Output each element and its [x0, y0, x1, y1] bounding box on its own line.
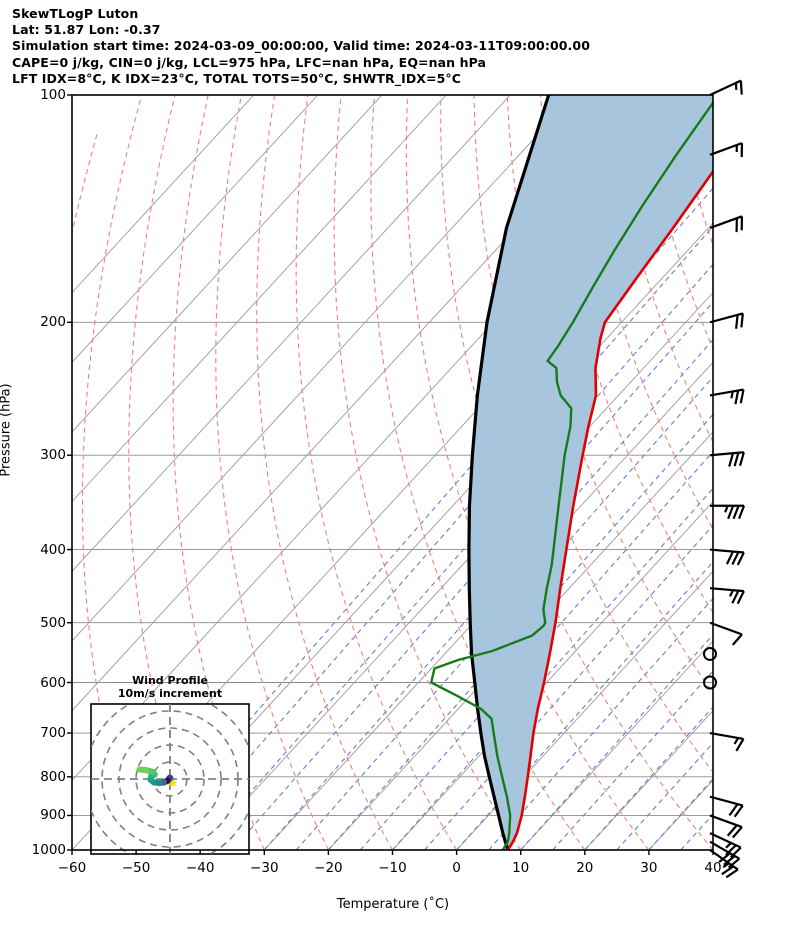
plot-frame: [71, 94, 714, 851]
axis-tick-marks: [67, 94, 714, 855]
y-tick-1000: 1000: [31, 842, 66, 858]
cape-shading-region: [468, 95, 713, 850]
x-tick--10: −10: [378, 860, 407, 876]
x-tick-20: 20: [576, 860, 594, 876]
wind-profile-title-line1: Wind Profile: [132, 674, 208, 687]
dewpoint-profile-line: [430, 100, 713, 850]
header-line-indices: LFT IDX=8°C, K IDX=23°C, TOTAL TOTS=50°C…: [12, 70, 462, 86]
y-tick-900: 900: [40, 807, 66, 824]
x-tick--50: −50: [121, 860, 151, 876]
y-tick-500: 500: [40, 614, 66, 631]
header-line-times: Simulation start time: 2024-03-09_00:00:…: [12, 38, 590, 54]
figure-header: SkewTLogP Luton Lat: 51.87 Lon: -0.37 Si…: [12, 6, 782, 87]
y-tick-200: 200: [40, 314, 66, 331]
y-tick-800: 800: [40, 768, 66, 785]
y-tick-100: 100: [40, 87, 66, 103]
y-tick-700: 700: [40, 725, 66, 742]
x-tick--60: −60: [57, 860, 87, 876]
wind-barb-column: [703, 79, 746, 879]
header-line-cape: CAPE=0 j/kg, CIN=0 j/kg, LCL=975 hPa, LF…: [12, 54, 487, 70]
temperature-profile-line: [506, 169, 713, 850]
wind-profile-title: Wind Profile 10m/s increment: [118, 674, 222, 700]
x-tick--40: −40: [185, 860, 215, 876]
wind-profile-title-line2: 10m/s increment: [117, 687, 223, 700]
wind-profile-inset: [90, 703, 250, 855]
x-axis-label: Temperature (˚C): [336, 897, 450, 912]
y-tick-600: 600: [40, 674, 66, 691]
header-line-location: Lat: 51.87 Lon: -0.37: [12, 22, 161, 38]
header-line-title: SkewTLogP Luton: [12, 6, 139, 21]
x-tick--20: −20: [314, 860, 343, 876]
x-tick-40: 40: [704, 860, 722, 876]
y-tick-300: 300: [40, 447, 66, 464]
y-tick-400: 400: [40, 541, 66, 558]
x-tick--30: −30: [250, 860, 279, 876]
x-tick-0: 0: [452, 860, 461, 876]
x-tick-10: 10: [512, 860, 530, 876]
x-tick-30: 30: [640, 860, 658, 876]
parcel-profile-line: [467, 95, 551, 850]
